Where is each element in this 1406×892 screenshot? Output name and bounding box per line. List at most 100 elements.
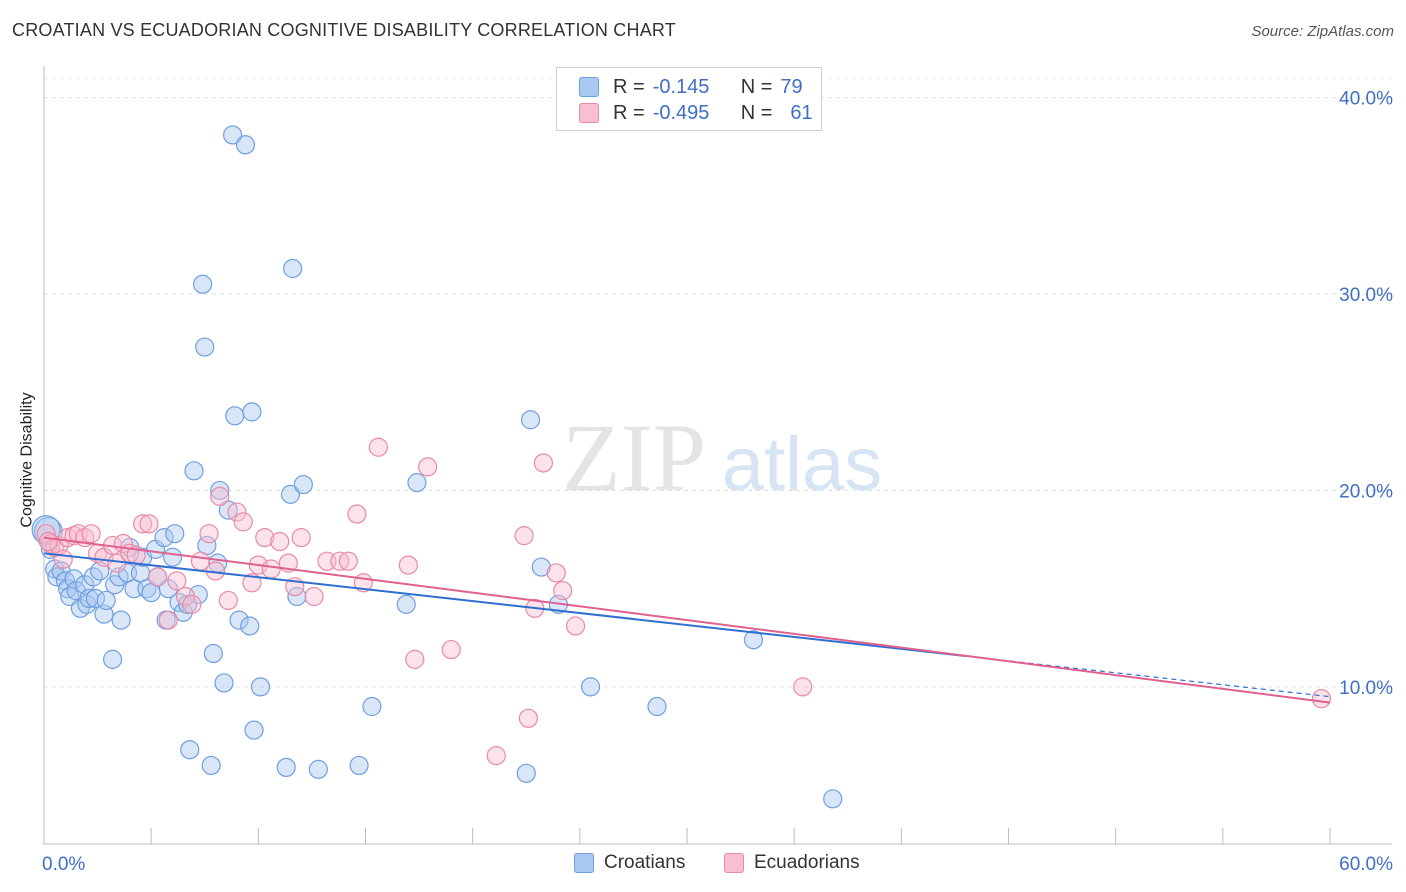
legend-r-label: R = — [613, 101, 645, 124]
ecuadorian-point — [546, 563, 566, 583]
ecuadorian-trendline — [43, 536, 1331, 704]
series-legend-swatch-croatians — [574, 853, 594, 873]
croatian-point — [195, 337, 215, 357]
x-tick-label: 0.0% — [42, 854, 85, 875]
croatian-trendline — [43, 552, 966, 658]
ecuadorian-point — [398, 555, 418, 575]
croatian-point — [235, 135, 256, 155]
ecuadorian-point — [514, 526, 534, 546]
series-legend-swatch-ecuadorians — [724, 853, 744, 873]
ecuadorian-point — [255, 527, 275, 548]
y-tick-label: 20.0% — [1339, 481, 1393, 502]
ecuadorian-point — [210, 486, 230, 506]
ecuadorian-point — [175, 586, 196, 607]
legend-r-value: -0.145 — [652, 75, 710, 98]
croatian-point — [276, 757, 296, 778]
croatian-point — [242, 402, 262, 422]
ecuadorian-point — [81, 524, 101, 544]
croatian-point — [193, 274, 213, 294]
y-tick-label: 40.0% — [1339, 89, 1393, 110]
croatian-point — [184, 461, 204, 481]
ecuadorian-point — [139, 514, 159, 534]
ecuadorian-point — [53, 549, 73, 569]
series-legend-label-ecuadorians: Ecuadorians — [754, 852, 860, 873]
ecuadorian-point — [270, 531, 290, 552]
croatian-point — [308, 759, 328, 779]
ecuadorian-point — [486, 746, 506, 766]
ecuadorian-point — [338, 551, 358, 571]
croatian-point — [64, 569, 84, 589]
croatian-point — [396, 594, 416, 614]
croatian-point — [580, 677, 601, 697]
ecuadorian-point — [233, 512, 253, 532]
ecuadorian-point — [304, 586, 324, 607]
series-legend-label-croatians: Croatians — [604, 852, 686, 873]
ecuadorian-point — [158, 610, 178, 630]
series-legend-ecuadorians[interactable]: Ecuadorians — [724, 852, 860, 874]
legend-swatch-ecuadorians — [579, 103, 599, 123]
ecuadorian-point — [227, 502, 247, 522]
croatian-point — [407, 473, 427, 493]
watermark-zip: ZIP — [562, 404, 706, 511]
ecuadorian-point — [1311, 689, 1332, 709]
croatian-point — [79, 588, 99, 609]
croatian-point — [244, 720, 264, 740]
ecuadorian-point — [533, 453, 553, 473]
chart-title: CROATIAN VS ECUADORIAN COGNITIVE DISABIL… — [12, 20, 676, 40]
croatian-point — [280, 484, 301, 504]
ecuadorian-point — [793, 677, 813, 697]
croatian-point — [349, 755, 369, 776]
croatian-point — [293, 474, 313, 495]
source-label: Source: ZipAtlas.com — [1251, 23, 1394, 40]
ecuadorian-point — [405, 649, 425, 669]
croatian-trendline-extension — [965, 655, 1331, 698]
croatian-point — [178, 594, 198, 614]
series-legend-croatians[interactable]: Croatians — [574, 852, 685, 874]
ecuadorian-point — [347, 504, 367, 524]
croatian-point — [163, 547, 183, 567]
croatian-point — [154, 527, 174, 548]
croatian-point — [823, 789, 843, 809]
legend-r-value: -0.495 — [652, 101, 710, 124]
croatian-point — [214, 673, 234, 693]
ecuadorian-point — [368, 437, 388, 457]
legend-r-label: R = — [613, 75, 645, 98]
croatian-point — [96, 590, 116, 611]
croatian-point — [743, 630, 764, 650]
ecuadorian-point — [147, 567, 168, 587]
legend-n-value: 61 — [790, 101, 813, 124]
croatian-point — [203, 643, 223, 664]
ecuadorian-point — [518, 708, 538, 728]
croatian-point — [180, 740, 200, 760]
legend-row-croatians: R = -0.145 N = 79 — [579, 75, 803, 99]
legend-n-value: 79 — [780, 75, 803, 98]
croatian-point — [165, 524, 185, 544]
ecuadorian-point — [242, 573, 262, 593]
ecuadorian-point — [553, 581, 573, 601]
ecuadorian-point — [218, 590, 238, 611]
ecuadorian-point — [199, 524, 219, 544]
legend-swatch-croatians — [579, 77, 599, 97]
croatian-point — [225, 406, 245, 426]
croatian-point — [223, 125, 243, 145]
croatian-point — [647, 696, 667, 717]
y-tick-label: 30.0% — [1339, 285, 1393, 306]
croatian-point — [111, 610, 131, 630]
croatian-point — [210, 480, 230, 501]
watermark-atlas: atlas — [722, 422, 883, 507]
legend-row-ecuadorians: R = -0.495 N = 61 — [579, 101, 813, 125]
ecuadorian-point — [182, 594, 202, 614]
ecuadorian-point — [132, 514, 153, 534]
croatian-point — [201, 755, 221, 776]
ecuadorian-point — [418, 457, 438, 477]
legend-n-label: N = — [740, 101, 773, 124]
croatian-point — [362, 696, 382, 717]
ecuadorian-point — [441, 639, 461, 660]
croatian-point — [520, 410, 541, 430]
ecuadorian-point — [167, 571, 187, 591]
ecuadorian-point — [38, 531, 58, 552]
ecuadorian-point — [291, 527, 311, 548]
y-tick-label: 10.0% — [1339, 678, 1393, 699]
x-tick-label: 60.0% — [1339, 854, 1393, 875]
